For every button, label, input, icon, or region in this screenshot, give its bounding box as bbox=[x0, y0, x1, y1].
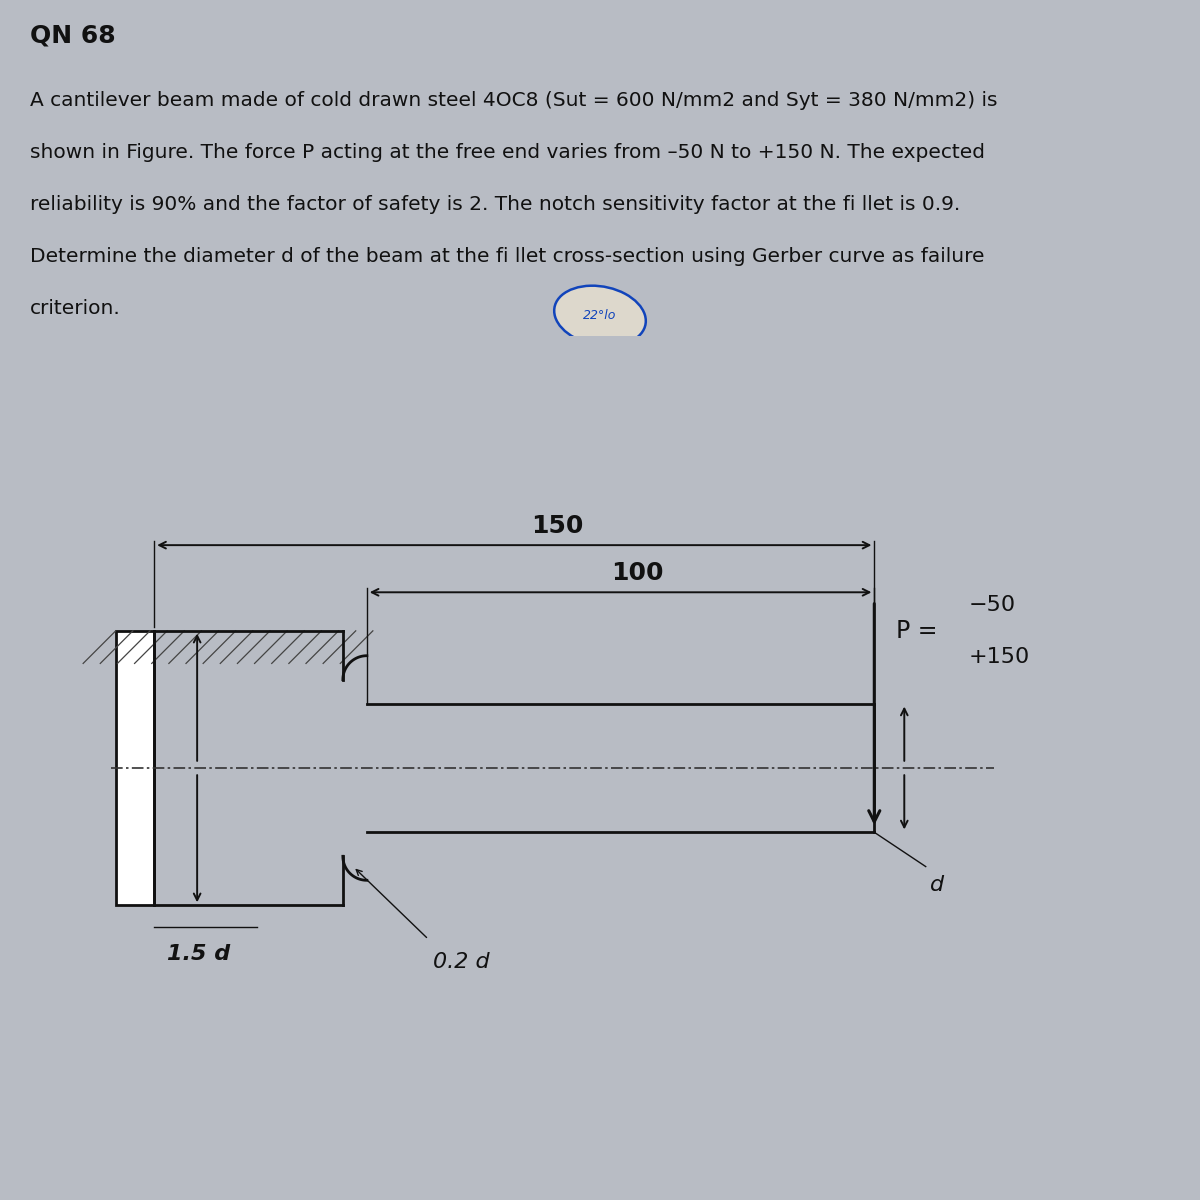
Bar bbox=[115, 631, 155, 905]
Ellipse shape bbox=[554, 286, 646, 346]
Text: 150: 150 bbox=[530, 515, 583, 539]
Text: 100: 100 bbox=[612, 562, 664, 586]
Text: QN 68: QN 68 bbox=[30, 24, 115, 48]
Text: +150: +150 bbox=[968, 647, 1030, 666]
Text: Determine the diameter d of the beam at the fi llet cross-section using Gerber c: Determine the diameter d of the beam at … bbox=[30, 247, 984, 266]
Text: P =: P = bbox=[895, 619, 937, 643]
Text: d: d bbox=[930, 875, 944, 895]
Text: reliability is 90% and the factor of safety is 2. The notch sensitivity factor a: reliability is 90% and the factor of saf… bbox=[30, 194, 960, 214]
Text: criterion.: criterion. bbox=[30, 299, 121, 318]
Text: A cantilever beam made of cold drawn steel 4OC8 (Sut = 600 N/mm2 and Syt = 380 N: A cantilever beam made of cold drawn ste… bbox=[30, 91, 997, 109]
Text: 22°lo: 22°lo bbox=[583, 310, 617, 323]
Text: 1.5 d: 1.5 d bbox=[167, 943, 230, 964]
Text: 0.2 d: 0.2 d bbox=[433, 953, 490, 972]
Text: −50: −50 bbox=[968, 595, 1015, 616]
Text: shown in Figure. The force P acting at the free end varies from –50 N to +150 N.: shown in Figure. The force P acting at t… bbox=[30, 143, 985, 162]
